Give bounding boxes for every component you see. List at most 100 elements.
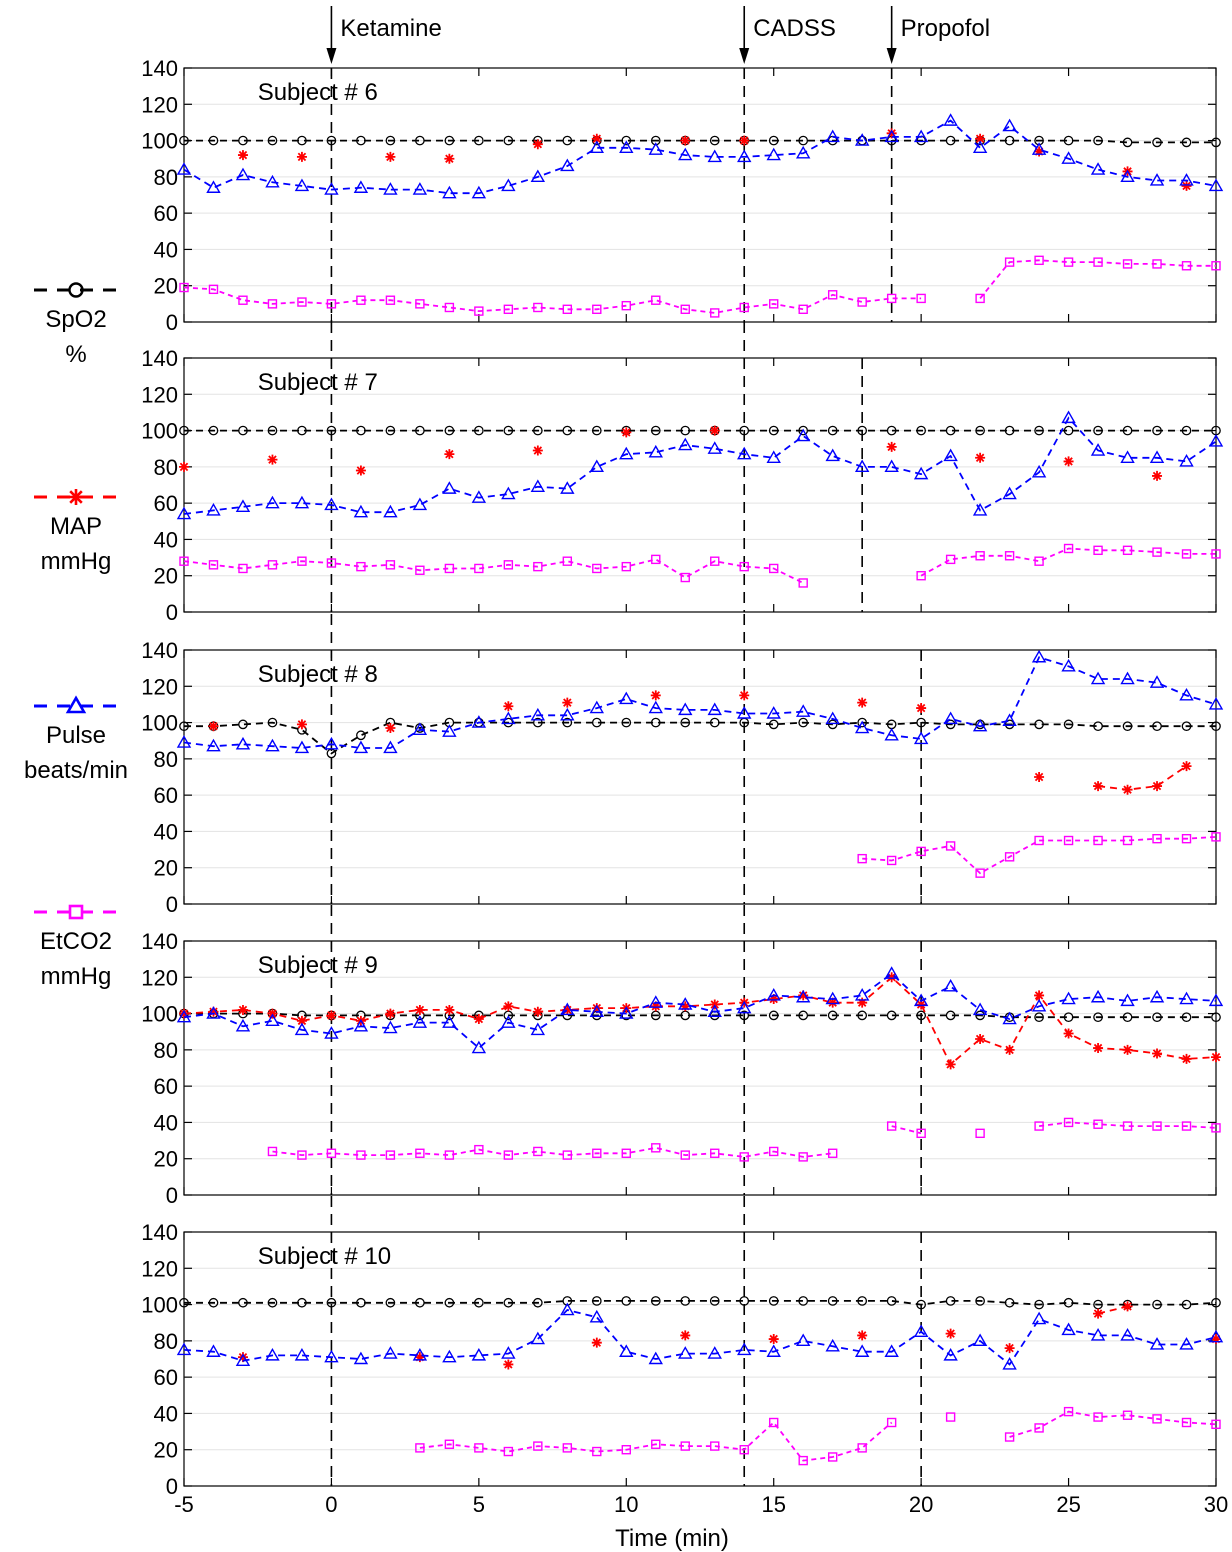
data-point-map bbox=[680, 135, 691, 146]
data-point-map bbox=[414, 1352, 425, 1363]
y-tick-label: 40 bbox=[154, 527, 178, 552]
data-point-pulse bbox=[530, 707, 546, 721]
data-point-pulse bbox=[324, 182, 339, 195]
legend-marker bbox=[65, 695, 87, 714]
data-point-map bbox=[621, 427, 632, 438]
data-point-spo2 bbox=[179, 1297, 189, 1308]
x-tick-label: -5 bbox=[174, 1492, 194, 1517]
series-spo2 bbox=[179, 1296, 1221, 1310]
data-point-etco2 bbox=[621, 561, 631, 572]
data-point-etco2 bbox=[1122, 835, 1133, 846]
data-point-spo2 bbox=[238, 425, 248, 436]
data-point-etco2 bbox=[238, 295, 248, 305]
data-point-pulse bbox=[501, 1015, 516, 1028]
data-point-spo2 bbox=[562, 717, 573, 728]
legend-unit: beats/min bbox=[24, 757, 128, 784]
data-point-pulse bbox=[471, 185, 487, 199]
data-point-pulse bbox=[176, 735, 192, 748]
data-point-spo2 bbox=[857, 717, 868, 728]
data-point-pulse bbox=[206, 502, 221, 516]
data-point-pulse bbox=[737, 446, 752, 460]
data-point-spo2 bbox=[975, 1296, 985, 1306]
data-point-map bbox=[1063, 456, 1074, 467]
data-point-spo2 bbox=[768, 1010, 779, 1021]
data-point-spo2 bbox=[444, 1297, 455, 1308]
data-point-pulse bbox=[825, 448, 840, 462]
data-point-spo2 bbox=[208, 135, 219, 146]
data-point-pulse bbox=[795, 704, 811, 717]
data-point-spo2 bbox=[415, 1297, 425, 1308]
data-point-spo2 bbox=[1181, 721, 1192, 732]
data-point-etco2 bbox=[798, 1152, 808, 1162]
series-line-spo2 bbox=[184, 1012, 1216, 1019]
data-point-spo2 bbox=[650, 717, 661, 728]
data-point-pulse bbox=[766, 988, 781, 1001]
data-point-etco2 bbox=[385, 560, 396, 570]
data-point-etco2 bbox=[444, 1439, 455, 1449]
data-point-etco2 bbox=[886, 293, 897, 304]
data-point-spo2 bbox=[1093, 1012, 1103, 1023]
data-point-spo2 bbox=[857, 1296, 868, 1306]
data-point-pulse bbox=[795, 428, 811, 442]
data-point-etco2 bbox=[474, 1144, 484, 1155]
legend-name: EtCO2 bbox=[40, 928, 112, 955]
data-point-spo2 bbox=[1122, 137, 1133, 148]
data-point-etco2 bbox=[503, 1150, 514, 1160]
legend: SpO2% MAP mmHg Pulse beats/min EtCO2 mmHg bbox=[24, 282, 128, 990]
data-point-pulse bbox=[1002, 1357, 1017, 1370]
data-point-spo2 bbox=[238, 1297, 248, 1308]
data-point-etco2 bbox=[975, 293, 985, 304]
data-point-pulse bbox=[1120, 671, 1135, 685]
data-point-map bbox=[444, 1004, 455, 1015]
data-point-etco2 bbox=[975, 1128, 985, 1139]
data-point-map bbox=[591, 1003, 602, 1014]
series-pulse bbox=[176, 1302, 1224, 1370]
data-point-pulse bbox=[913, 466, 929, 480]
data-point-pulse bbox=[1120, 450, 1135, 463]
data-point-etco2 bbox=[651, 554, 661, 565]
data-point-pulse bbox=[353, 180, 369, 193]
data-point-spo2 bbox=[356, 425, 366, 436]
data-point-pulse bbox=[383, 182, 398, 195]
data-point-etco2 bbox=[562, 1150, 573, 1160]
data-point-spo2 bbox=[474, 425, 484, 436]
data-point-etco2 bbox=[1122, 1410, 1133, 1420]
data-point-pulse bbox=[442, 1015, 457, 1028]
data-point-pulse bbox=[1120, 993, 1135, 1007]
data-point-map bbox=[768, 994, 779, 1005]
data-point-etco2 bbox=[415, 299, 425, 309]
y-tick-label: 100 bbox=[141, 711, 178, 736]
data-point-spo2 bbox=[179, 425, 189, 436]
series-etco2 bbox=[179, 255, 1221, 318]
data-point-etco2 bbox=[503, 560, 514, 570]
data-point-spo2 bbox=[886, 425, 897, 436]
data-point-spo2 bbox=[444, 135, 455, 146]
data-point-pulse bbox=[265, 1347, 280, 1361]
data-point-pulse bbox=[412, 1015, 428, 1028]
data-point-etco2 bbox=[710, 308, 720, 318]
data-point-spo2 bbox=[1152, 137, 1162, 148]
data-point-pulse bbox=[1061, 658, 1076, 672]
data-point-spo2 bbox=[1034, 1012, 1044, 1023]
data-point-etco2 bbox=[769, 299, 779, 309]
y-tick-label: 80 bbox=[154, 747, 178, 772]
data-point-pulse bbox=[795, 989, 811, 1003]
data-point-spo2 bbox=[267, 1297, 278, 1308]
series-etco2 bbox=[857, 832, 1221, 878]
data-point-map bbox=[296, 151, 307, 162]
data-point-etco2 bbox=[1152, 259, 1162, 269]
data-point-pulse bbox=[589, 1309, 605, 1323]
data-point-etco2 bbox=[621, 1445, 631, 1455]
data-point-etco2 bbox=[592, 1148, 602, 1158]
data-point-spo2 bbox=[768, 1296, 779, 1306]
data-point-pulse bbox=[648, 142, 663, 155]
data-point-etco2 bbox=[769, 1146, 779, 1157]
data-point-map bbox=[768, 1334, 779, 1345]
series-spo2 bbox=[179, 425, 1221, 436]
data-point-pulse bbox=[353, 1018, 369, 1032]
data-point-spo2 bbox=[945, 135, 956, 146]
data-point-spo2 bbox=[1093, 721, 1103, 732]
data-point-etco2 bbox=[621, 300, 631, 311]
data-point-pulse bbox=[884, 727, 899, 741]
data-point-etco2 bbox=[326, 299, 337, 309]
